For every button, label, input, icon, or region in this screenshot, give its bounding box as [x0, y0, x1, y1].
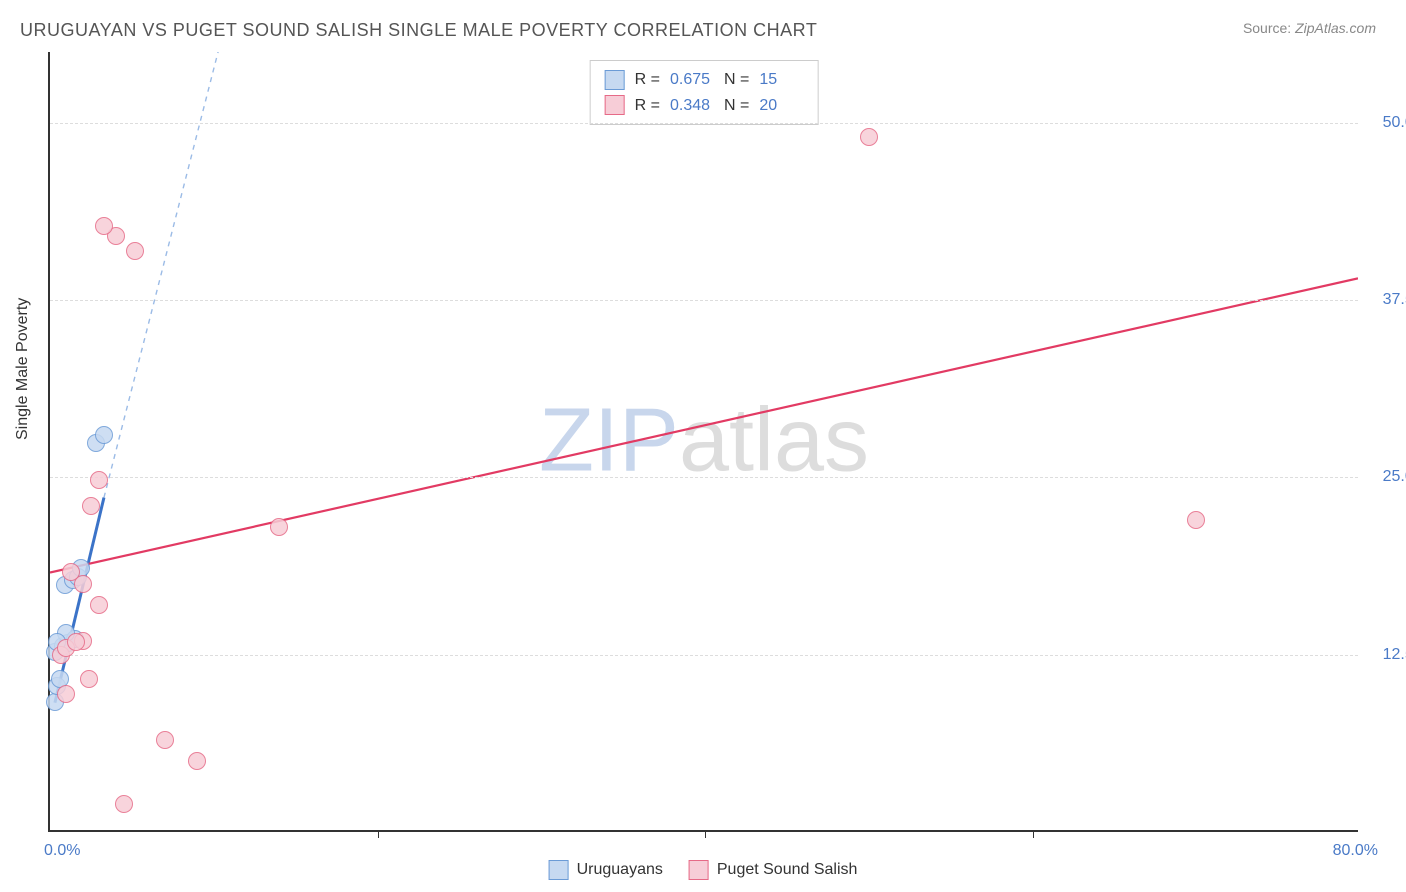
data-point [57, 685, 75, 703]
legend-swatch [605, 95, 625, 115]
legend-item: Uruguayans [549, 860, 663, 880]
stat-box: R = 0.675 N = 15 R = 0.348 N = 20 [590, 60, 819, 125]
x-tick-label: 80.0% [1333, 842, 1378, 860]
source-attribution: Source: ZipAtlas.com [1243, 20, 1376, 36]
source-label: Source: [1243, 20, 1291, 36]
stat-row: R = 0.348 N = 20 [605, 93, 804, 119]
y-tick-label: 37.5% [1368, 291, 1406, 309]
stat-r-label: R = [635, 93, 660, 119]
data-point [1187, 511, 1205, 529]
gridline-h [50, 477, 1358, 478]
stat-n-label: N = [724, 67, 749, 93]
data-point [90, 471, 108, 489]
data-point [90, 596, 108, 614]
legend-item: Puget Sound Salish [689, 860, 858, 880]
data-point [115, 795, 133, 813]
watermark-part-1: ZIP [539, 391, 679, 491]
stat-n-value: 20 [759, 93, 803, 119]
data-point [270, 518, 288, 536]
gridline-h [50, 300, 1358, 301]
y-axis-title: Single Male Poverty [14, 298, 32, 440]
data-point [82, 497, 100, 515]
watermark-part-2: atlas [679, 391, 869, 491]
data-point [188, 752, 206, 770]
x-tick-label: 0.0% [44, 842, 80, 860]
y-tick-label: 50.0% [1368, 114, 1406, 132]
gridline-h [50, 655, 1358, 656]
stat-r-label: R = [635, 67, 660, 93]
legend-label: Uruguayans [577, 861, 663, 878]
stat-n-value: 15 [759, 67, 803, 93]
legend-label: Puget Sound Salish [717, 861, 858, 878]
trend-lines [50, 52, 1358, 830]
stat-n-label: N = [724, 93, 749, 119]
data-point [156, 731, 174, 749]
plot-area: ZIPatlas R =0.675N =15R =0.348N =20 12.5… [48, 52, 1358, 832]
stat-r-value: 0.675 [670, 67, 714, 93]
legend-swatch [689, 860, 709, 880]
data-point [126, 242, 144, 260]
data-point [80, 670, 98, 688]
source-value: ZipAtlas.com [1295, 20, 1376, 36]
data-point [95, 426, 113, 444]
stat-row: R = 0.675 N = 15 [605, 67, 804, 93]
data-point [860, 128, 878, 146]
y-tick-label: 25.0% [1368, 468, 1406, 486]
data-point [67, 633, 85, 651]
data-point [95, 217, 113, 235]
legend-swatch [605, 70, 625, 90]
x-tick [1033, 830, 1034, 838]
bottom-legend: Uruguayans Puget Sound Salish [549, 860, 858, 880]
x-tick [705, 830, 706, 838]
x-tick [378, 830, 379, 838]
chart-title: URUGUAYAN VS PUGET SOUND SALISH SINGLE M… [20, 20, 817, 41]
gridline-h [50, 123, 1358, 124]
y-tick-label: 12.5% [1368, 646, 1406, 664]
data-point [62, 563, 80, 581]
legend-swatch [549, 860, 569, 880]
stat-r-value: 0.348 [670, 93, 714, 119]
